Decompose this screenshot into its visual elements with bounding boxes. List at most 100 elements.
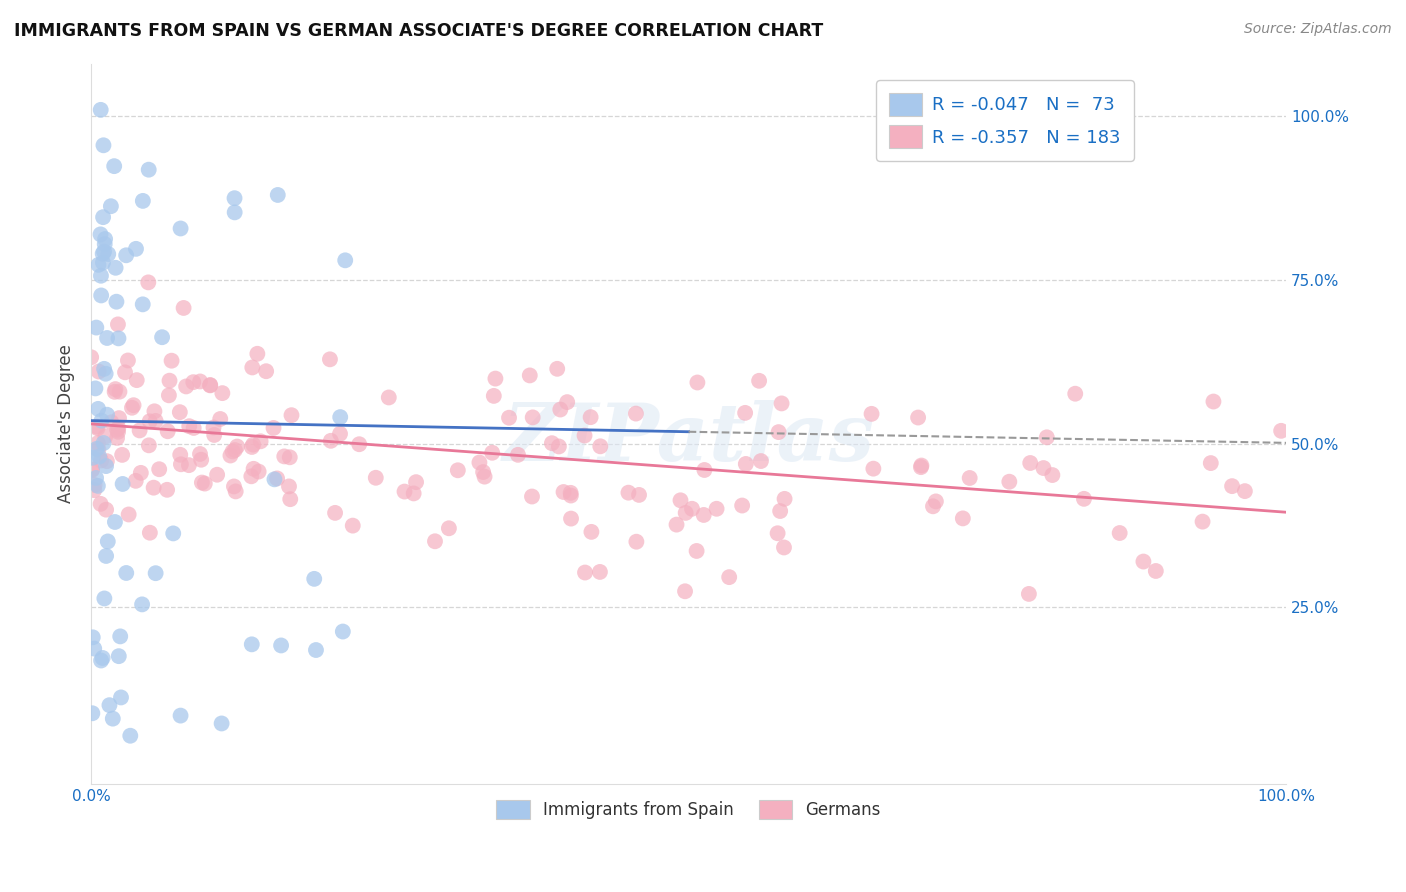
Point	[673, 584, 696, 599]
Point	[188, 447, 211, 461]
Point	[665, 517, 688, 532]
Point	[96, 331, 118, 345]
Point	[224, 443, 246, 458]
Point	[628, 488, 651, 502]
Point	[555, 395, 578, 409]
Point	[90, 268, 112, 283]
Point	[91, 210, 114, 224]
Point	[209, 412, 232, 426]
Point	[278, 492, 301, 507]
Point	[273, 450, 295, 464]
Point	[1036, 430, 1059, 444]
Point	[188, 375, 211, 389]
Point	[80, 463, 103, 477]
Point	[104, 384, 127, 399]
Point	[242, 462, 264, 476]
Point	[1108, 526, 1130, 541]
Point	[91, 246, 114, 260]
Point	[80, 351, 103, 365]
Point	[131, 598, 153, 612]
Point	[224, 191, 246, 205]
Point	[96, 408, 118, 422]
Point	[98, 698, 121, 713]
Point	[87, 401, 110, 416]
Point	[120, 729, 142, 743]
Point	[86, 442, 108, 456]
Point	[1073, 491, 1095, 506]
Point	[104, 382, 127, 396]
Point	[125, 474, 148, 488]
Point	[270, 639, 292, 653]
Point	[617, 485, 640, 500]
Point	[107, 425, 129, 439]
Point	[686, 376, 709, 390]
Point	[145, 566, 167, 581]
Point	[959, 471, 981, 485]
Point	[394, 484, 416, 499]
Legend: Immigrants from Spain, Germans: Immigrants from Spain, Germans	[489, 793, 887, 826]
Point	[240, 360, 263, 375]
Point	[405, 475, 427, 490]
Point	[278, 479, 301, 493]
Point	[766, 526, 789, 541]
Point	[90, 653, 112, 667]
Point	[589, 439, 612, 453]
Point	[925, 494, 948, 508]
Point	[278, 450, 301, 465]
Point	[105, 423, 128, 437]
Point	[579, 410, 602, 425]
Point	[1233, 484, 1256, 499]
Point	[100, 199, 122, 213]
Point	[138, 438, 160, 452]
Point	[1199, 456, 1222, 470]
Point	[329, 410, 352, 425]
Point	[249, 434, 271, 449]
Point	[94, 232, 117, 246]
Point	[211, 716, 233, 731]
Point	[773, 491, 796, 506]
Point	[675, 506, 697, 520]
Point	[101, 712, 124, 726]
Point	[107, 318, 129, 332]
Point	[200, 378, 222, 392]
Point	[998, 475, 1021, 489]
Point	[1191, 515, 1213, 529]
Point	[159, 374, 181, 388]
Point	[221, 444, 243, 458]
Point	[191, 475, 214, 490]
Point	[1040, 468, 1063, 483]
Point	[211, 386, 233, 401]
Point	[121, 401, 143, 415]
Point	[267, 188, 290, 202]
Point	[748, 374, 770, 388]
Point	[437, 521, 460, 535]
Point	[90, 103, 112, 117]
Point	[94, 502, 117, 516]
Point	[125, 373, 148, 387]
Point	[128, 424, 150, 438]
Point	[734, 406, 756, 420]
Point	[125, 242, 148, 256]
Point	[107, 331, 129, 345]
Point	[681, 501, 703, 516]
Point	[319, 352, 342, 367]
Point	[90, 453, 112, 467]
Point	[240, 440, 263, 454]
Point	[150, 330, 173, 344]
Point	[447, 463, 470, 477]
Point	[225, 484, 247, 499]
Point	[105, 431, 128, 445]
Point	[560, 486, 582, 500]
Point	[347, 437, 370, 451]
Point	[910, 458, 932, 473]
Point	[240, 637, 263, 651]
Point	[82, 450, 104, 465]
Point	[574, 428, 596, 442]
Point	[108, 384, 131, 399]
Point	[82, 706, 104, 721]
Point	[107, 649, 129, 664]
Point	[329, 426, 352, 441]
Point	[685, 544, 707, 558]
Point	[157, 388, 180, 402]
Point	[118, 508, 141, 522]
